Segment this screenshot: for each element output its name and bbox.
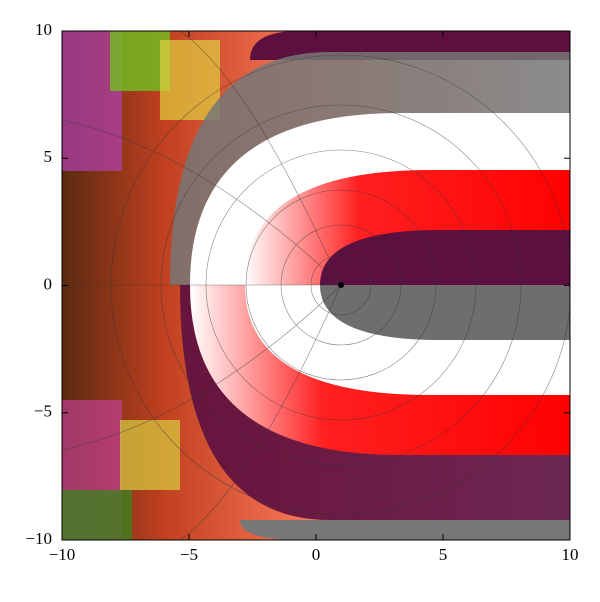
y-tick-label: −5: [34, 402, 52, 421]
x-tick-label: 5: [439, 545, 448, 564]
y-tick-label: −10: [25, 529, 52, 548]
x-tick-label: −10: [49, 545, 76, 564]
y-tick-label: 10: [35, 20, 52, 39]
plot-image: [62, 31, 570, 540]
y-tick-label: 5: [44, 147, 53, 166]
x-tick-label: 10: [562, 545, 579, 564]
x-tick-label: 0: [312, 545, 321, 564]
x-tick-label: −5: [180, 545, 198, 564]
y-tick-label: 0: [44, 274, 53, 293]
